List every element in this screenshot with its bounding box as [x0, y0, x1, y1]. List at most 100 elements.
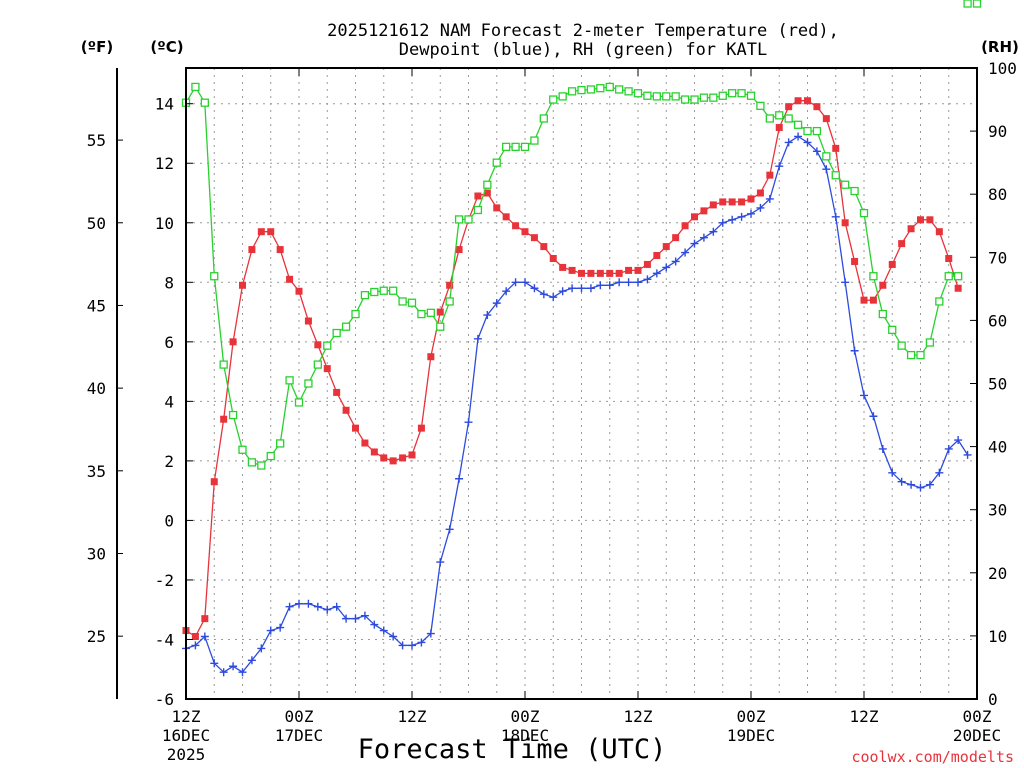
dewpoint-point: [634, 278, 642, 287]
temperature-point: [342, 406, 350, 414]
temperature-point: [540, 243, 548, 251]
dewpoint-point: [860, 391, 868, 400]
dewpoint-point: [907, 480, 916, 489]
rh-point: [906, 350, 916, 360]
dewpoint-point: [295, 599, 303, 608]
fahrenheit-tick-label: 30: [87, 544, 106, 563]
rh-point: [699, 93, 709, 102]
temperature-series: [182, 0, 981, 640]
rh-point: [963, 0, 972, 8]
temperature-point: [841, 219, 849, 227]
dewpoint-point: [473, 334, 482, 343]
temperature-point: [954, 284, 962, 292]
temperature-point: [766, 171, 774, 179]
temperature-point: [417, 424, 425, 432]
temperature-point: [634, 266, 642, 274]
x-tick-label-time: 12Z: [398, 707, 427, 726]
dewpoint-point: [247, 656, 256, 665]
dewpoint-point: [841, 278, 850, 287]
temperature-point: [709, 201, 717, 209]
rh-point: [351, 309, 360, 319]
dewpoint-point: [681, 248, 690, 257]
rh-point: [567, 87, 577, 96]
rh-series: [181, 0, 982, 470]
rh-point: [586, 85, 596, 94]
dewpoint-point: [652, 269, 661, 278]
rh-point: [624, 87, 633, 96]
temperature-point: [587, 269, 595, 277]
dewpoint-point: [794, 132, 803, 141]
dewpoint-point: [304, 599, 313, 608]
dewpoint-point: [483, 311, 492, 320]
celsius-tick-label: 10: [155, 214, 174, 233]
temperature-point: [436, 308, 444, 316]
dewpoint-point: [351, 614, 360, 623]
celsius-tick-label: 0: [164, 511, 174, 530]
temperature-point: [738, 198, 746, 206]
dewpoint-point: [389, 632, 398, 641]
temperature-point: [945, 254, 953, 262]
dewpoint-point: [568, 284, 577, 293]
dewpoint-point: [935, 468, 944, 477]
temperature-point: [785, 103, 793, 111]
temperature-point: [446, 281, 454, 289]
temperature-point: [860, 296, 868, 304]
dewpoint-point: [492, 299, 501, 308]
dewpoint-point: [850, 346, 859, 355]
temperature-point: [681, 222, 689, 230]
rh-point: [954, 272, 963, 281]
rh-point: [765, 114, 774, 123]
x-tick-label-time: 12Z: [624, 707, 653, 726]
rh-point: [417, 309, 426, 319]
rh-point: [398, 297, 407, 306]
x-axis-title: Forecast Time (UTC): [358, 734, 667, 765]
temperature-point: [747, 195, 755, 203]
dewpoint-point: [944, 444, 953, 453]
rh-point: [228, 410, 238, 420]
temperature-point: [596, 269, 604, 277]
rh-point: [718, 91, 727, 100]
temperature-point: [295, 287, 303, 295]
fahrenheit-tick-label: 25: [87, 627, 106, 646]
dewpoint-point: [445, 525, 454, 534]
rh-point: [775, 111, 784, 120]
rh-tick-label: 50: [988, 375, 1007, 394]
grid: [186, 68, 977, 700]
dewpoint-point: [869, 412, 878, 421]
rh-point: [266, 451, 275, 461]
temperature-point: [869, 296, 877, 304]
rh-point: [530, 136, 539, 145]
temperature-point: [804, 97, 811, 105]
dewpoint-point: [831, 212, 840, 221]
dewpoint-point: [709, 227, 718, 236]
temperature-point: [248, 246, 256, 254]
rh-point: [944, 272, 953, 281]
dewpoint-point: [257, 644, 266, 653]
temperature-point: [813, 103, 821, 111]
dewpoint-point: [379, 626, 388, 635]
dewpoint-point: [822, 165, 831, 174]
rh-point: [219, 360, 228, 369]
rh-point: [746, 91, 756, 100]
source-credit: coolwx.com/modelts: [851, 748, 1014, 766]
dewpoint-point: [718, 218, 727, 227]
temperature-point: [549, 254, 557, 262]
temperature-point: [399, 454, 407, 462]
temperature-point: [455, 246, 463, 254]
rh-point: [888, 325, 897, 335]
x-tick-label-date: 18DEC: [501, 726, 549, 745]
dewpoint-point: [455, 474, 464, 483]
rh-point: [191, 82, 200, 92]
temperature-point: [361, 439, 369, 447]
x-tick-label-date: 17DEC: [275, 726, 323, 745]
temperature-point: [917, 216, 924, 224]
dewpoint-point: [812, 147, 821, 156]
rh-point: [257, 461, 266, 470]
dewpoint-point: [417, 638, 426, 647]
rh-point: [662, 92, 671, 101]
rh-point: [972, 0, 982, 8]
rh-line: [185, 85, 959, 467]
temperature-point: [606, 269, 614, 277]
temperature-point: [615, 269, 623, 277]
